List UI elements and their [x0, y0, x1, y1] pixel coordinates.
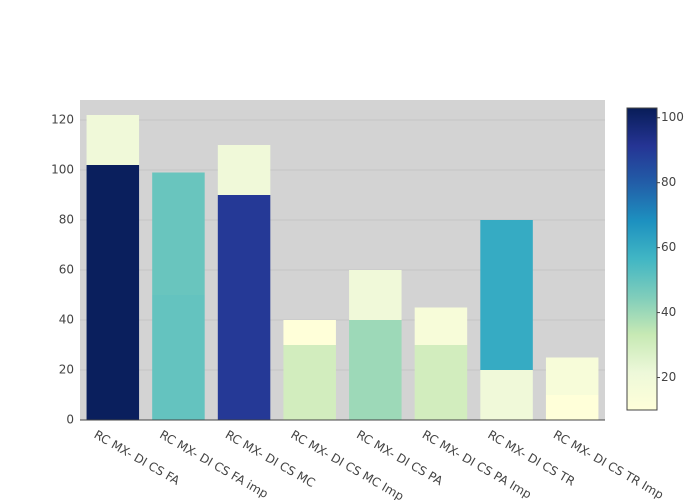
- y-tick-label: 120: [51, 113, 74, 127]
- bar: [349, 270, 402, 320]
- bar: [545, 357, 599, 395]
- y-tick-label: 100: [51, 163, 74, 177]
- bar: [152, 295, 205, 420]
- bar: [217, 195, 271, 420]
- bar: [414, 307, 468, 345]
- y-tick-label: 60: [59, 263, 74, 277]
- bar: [86, 165, 140, 420]
- x-tick-label: RC MX- DI CS PA Imp: [420, 428, 534, 500]
- bar: [414, 345, 468, 420]
- y-tick-label: 0: [66, 413, 74, 427]
- bar: [545, 395, 599, 420]
- bar: [480, 370, 533, 420]
- colorbar: [626, 107, 658, 411]
- colorbar-tick-label: 40: [661, 305, 676, 319]
- bar: [86, 115, 140, 165]
- bar: [152, 172, 205, 295]
- y-tick-label: 20: [59, 363, 74, 377]
- colorbar-tick-label: 60: [661, 240, 676, 254]
- x-tick-label: RC MX- DI CS TR Imp: [551, 428, 666, 500]
- x-tick-label: RC MX- DI CS MC Imp: [288, 428, 406, 500]
- colorbar-tick-label: 80: [661, 175, 676, 189]
- colorbar-tick-label: 100: [661, 110, 684, 124]
- y-tick-label: 80: [59, 213, 74, 227]
- bar: [283, 320, 336, 345]
- bar: [283, 345, 336, 420]
- colorbar-tick-label: 20: [661, 370, 676, 384]
- bar: [480, 220, 533, 370]
- bar: [217, 145, 271, 195]
- x-tick-label: RC MX- DI CS FA imp: [157, 428, 270, 500]
- bar: [349, 320, 402, 420]
- y-tick-label: 40: [59, 313, 74, 327]
